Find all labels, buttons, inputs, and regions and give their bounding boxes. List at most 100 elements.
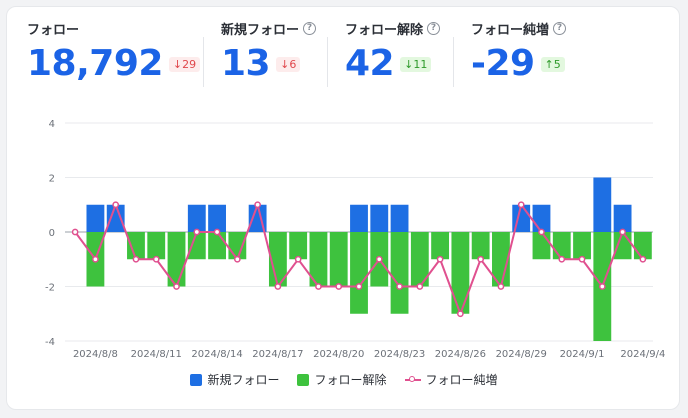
bar-new-follow [86, 204, 105, 232]
follow-stats-card: フォロー 18,792 ↓29 新規フォロー? 13 ↓6 フォロー解除? 42… [6, 6, 680, 410]
net-follow-point [71, 228, 79, 236]
bar-new-follow [532, 204, 551, 232]
bar-unfollow [552, 232, 571, 260]
bar-unfollow [633, 232, 652, 260]
help-icon[interactable]: ? [427, 22, 441, 35]
stat-net-follow: フォロー純増? -29 ↑5 [471, 19, 567, 86]
arrow-down-icon: ↓ [404, 57, 414, 71]
bar-new-follow [370, 204, 389, 232]
stat-label: フォロー [27, 19, 200, 38]
divider [327, 37, 328, 87]
stat-delta: 6 [289, 57, 297, 71]
arrow-down-icon: ↓ [280, 57, 290, 71]
net-follow-point [517, 201, 525, 209]
net-follow-point [639, 255, 647, 263]
stat-delta-badge: ↓29 [168, 56, 201, 72]
y-tick-label: 2 [49, 174, 55, 185]
x-tick-label: 2024/8/8 [73, 349, 118, 360]
divider [453, 37, 454, 87]
legend-item-unfollow[interactable]: フォロー解除 [297, 371, 387, 388]
legend-item-new-follow[interactable]: 新規フォロー [190, 371, 279, 388]
bar-unfollow [187, 232, 206, 260]
net-follow-point [416, 283, 424, 290]
stat-delta-badge: ↑5 [540, 56, 565, 72]
stat-delta: 11 [413, 57, 428, 71]
net-follow-point [132, 255, 140, 263]
bar-new-follow [187, 204, 206, 232]
net-follow-point [294, 255, 302, 263]
x-tick-label: 2024/8/14 [191, 349, 242, 360]
bar-unfollow [410, 232, 429, 287]
stat-unfollow: フォロー解除? 42 ↓11 [345, 19, 441, 86]
bar-unfollow [573, 232, 591, 260]
x-tick-label: 2024/8/17 [252, 349, 303, 360]
net-follow-point [497, 283, 505, 290]
bar-new-follow [390, 204, 409, 232]
y-tick-label: 4 [49, 119, 55, 130]
bar-unfollow [613, 232, 632, 260]
net-follow-point [558, 255, 566, 263]
net-follow-point [598, 283, 606, 290]
net-follow-point [274, 283, 282, 290]
legend-label: フォロー純増 [425, 373, 498, 387]
net-follow-point [193, 228, 201, 236]
bar-unfollow [390, 232, 409, 314]
x-tick-label: 2024/8/26 [435, 349, 486, 360]
y-tick-label: -2 [45, 283, 55, 294]
bar-unfollow [147, 232, 166, 260]
bar-new-follow [106, 204, 125, 232]
bar-unfollow [228, 232, 247, 260]
follow-chart: 4 2 0 -2 -4 2024/8/8 2024/8/11 2024/8/14 2024/8/… [45, 119, 665, 360]
bar-unfollow [309, 232, 328, 287]
bar-unfollow [329, 232, 348, 287]
net-follow-point [152, 255, 160, 263]
x-tick-label: 2024/9/1 [560, 349, 605, 360]
net-follow-point [254, 201, 261, 209]
bar-unfollow [350, 232, 368, 314]
help-icon[interactable]: ? [303, 22, 317, 35]
bar-unfollow [127, 232, 145, 260]
x-tick-label: 2024/8/23 [374, 349, 425, 360]
stat-new-follow: 新規フォロー? 13 ↓6 [221, 19, 317, 86]
net-follow-point [92, 255, 99, 263]
net-follow-point [335, 283, 343, 290]
net-follow-point [315, 283, 322, 290]
x-tick-label: 2024/9/4 [620, 349, 665, 360]
stat-follow: フォロー 18,792 ↓29 [27, 19, 201, 86]
x-tick-label: 2024/8/29 [496, 349, 547, 360]
bar-unfollow [431, 232, 450, 260]
net-follow-point [355, 283, 363, 290]
stat-delta-badge: ↓11 [400, 56, 432, 72]
bar-unfollow [471, 232, 490, 260]
x-tick-label: 2024/8/20 [313, 349, 364, 360]
stat-label: 新規フォロー [221, 23, 300, 38]
stat-label: フォロー解除 [345, 23, 424, 38]
divider [203, 37, 204, 87]
legend-line-swatch [404, 375, 421, 384]
net-follow-point [173, 283, 180, 290]
net-follow-point [619, 228, 626, 236]
help-icon[interactable]: ? [553, 22, 567, 35]
stat-label: フォロー純増 [471, 23, 550, 38]
y-tick-label: 0 [49, 228, 55, 239]
net-follow-point [477, 255, 485, 263]
chart-legend: 新規フォロー フォロー解除 フォロー純増 [7, 371, 681, 388]
stat-delta: 5 [553, 57, 561, 71]
stat-value: -29 [471, 43, 535, 84]
bar-unfollow [492, 232, 510, 287]
net-follow-point [396, 283, 403, 290]
stat-delta: 29 [182, 57, 197, 71]
legend-item-net-follow[interactable]: フォロー純増 [404, 371, 498, 388]
bar-unfollow [208, 232, 226, 260]
net-follow-point [375, 255, 383, 263]
net-follow-point [436, 255, 444, 263]
legend-label: フォロー解除 [314, 373, 387, 387]
bar-new-follow [613, 204, 632, 232]
net-follow-point [112, 201, 120, 209]
arrow-down-icon: ↓ [172, 57, 183, 71]
bar-unfollow [451, 232, 470, 314]
legend-swatch [190, 373, 203, 386]
bar-new-follow [350, 204, 368, 232]
stat-value: 18,792 [27, 43, 163, 84]
net-follow-point [578, 255, 586, 263]
